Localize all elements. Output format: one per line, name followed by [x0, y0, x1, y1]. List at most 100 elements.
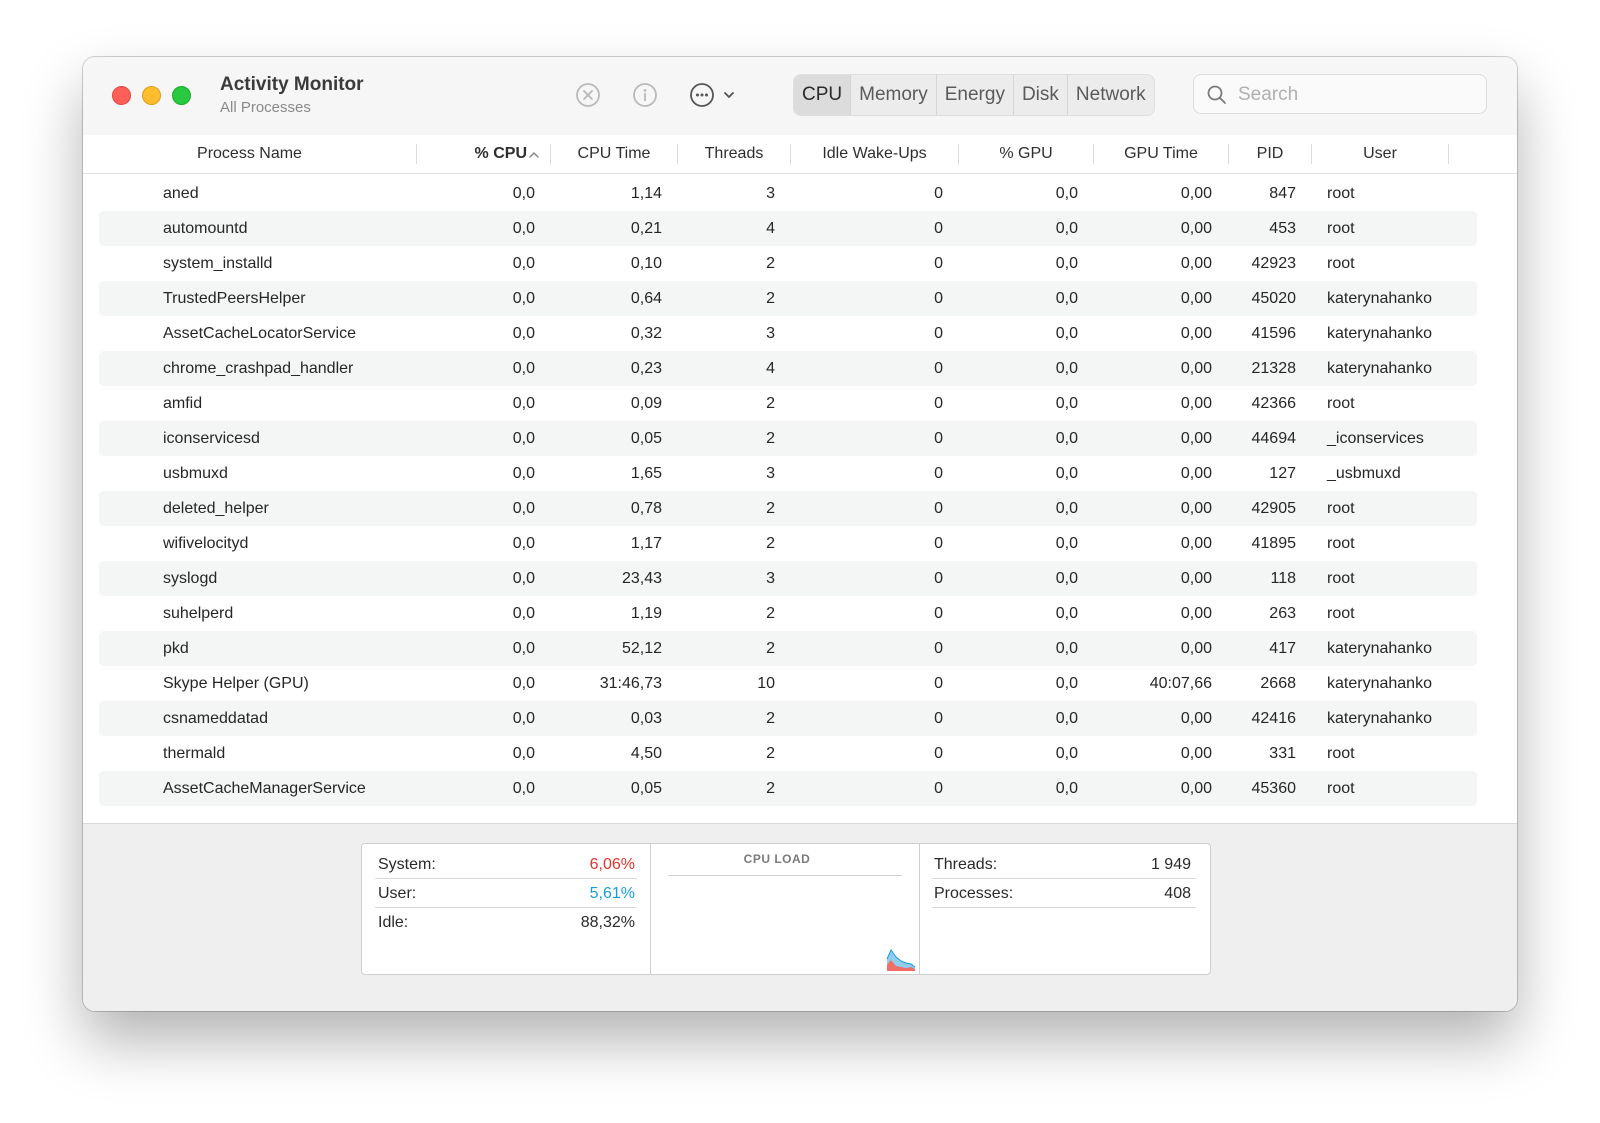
cell-process-name: syslogd — [163, 570, 218, 587]
cell-cpu-time: 0,23 — [630, 360, 662, 377]
cell-process-name: deleted_helper — [163, 500, 269, 517]
column-header-gpu[interactable]: % GPU — [999, 145, 1053, 162]
table-row[interactable]: csnameddatad 0,0 0,03 2 0 0,0 0,00 42416 kateryn… — [99, 701, 1477, 736]
column-divider[interactable] — [1228, 144, 1229, 164]
column-header-process-name[interactable]: Process Name — [197, 145, 302, 162]
stat-value-idle: 88,32% — [580, 914, 635, 931]
cell-cpu-time: 0,05 — [630, 430, 662, 447]
cell-pid: 847 — [1269, 185, 1296, 202]
column-header-cpu[interactable]: % CPU — [474, 145, 527, 162]
stat-processes: Processes: 408 — [934, 879, 1191, 908]
column-header-threads[interactable]: Threads — [704, 145, 764, 162]
table-header: Process Name % CPU CPU Time Threads Idle… — [83, 135, 1517, 174]
cell-cpu-percent: 0,0 — [512, 395, 535, 412]
column-header-cpu-time[interactable]: CPU Time — [577, 145, 651, 162]
column-divider[interactable] — [1093, 144, 1094, 164]
column-divider[interactable] — [958, 144, 959, 164]
table-row[interactable]: TrustedPeersHelper 0,0 0,64 2 0 0,0 0,00 45020 k… — [99, 281, 1477, 316]
cell-cpu-percent: 0,0 — [512, 220, 535, 237]
cell-gpu-percent: 0,0 — [1055, 465, 1078, 482]
table-row[interactable]: usbmuxd 0,0 1,65 3 0 0,0 0,00 127 _usbmuxd — [99, 456, 1477, 491]
cell-threads: 10 — [757, 675, 775, 692]
table-row[interactable]: syslogd 0,0 23,43 3 0 0,0 0,00 118 root — [99, 561, 1477, 596]
cell-cpu-percent: 0,0 — [512, 535, 535, 552]
tab-disk[interactable]: Disk — [1014, 75, 1068, 115]
stat-value-user: 5,61% — [589, 885, 635, 902]
cpu-load-baseline — [668, 875, 902, 876]
close-window-button[interactable] — [112, 86, 131, 105]
cell-threads: 2 — [766, 430, 775, 447]
table-row[interactable]: aned 0,0 1,14 3 0 0,0 0,00 847 root — [99, 176, 1477, 211]
table-row[interactable]: AssetCacheLocatorService 0,0 0,32 3 0 0,0 0,00… — [99, 316, 1477, 351]
column-header-idle-wake-ups[interactable]: Idle Wake-Ups — [822, 145, 927, 162]
stop-process-button[interactable] — [574, 81, 602, 109]
table-row[interactable]: iconservicesd 0,0 0,05 2 0 0,0 0,00 44694 _icons… — [99, 421, 1477, 456]
more-actions-button[interactable] — [689, 81, 745, 109]
tab-cpu[interactable]: CPU — [794, 75, 852, 115]
cell-threads: 3 — [766, 325, 775, 342]
cell-process-name: AssetCacheLocatorService — [163, 325, 356, 342]
column-divider[interactable] — [416, 144, 417, 164]
info-icon — [633, 83, 657, 107]
info-button[interactable] — [631, 81, 659, 109]
cell-user: root — [1327, 255, 1355, 272]
table-row[interactable]: deleted_helper 0,0 0,78 2 0 0,0 0,00 42905 root — [99, 491, 1477, 526]
cell-gpu-percent: 0,0 — [1055, 710, 1078, 727]
column-header-pid[interactable]: PID — [1256, 145, 1284, 162]
column-divider[interactable] — [677, 144, 678, 164]
cell-idle-wake-ups: 0 — [934, 500, 943, 517]
cell-cpu-percent: 0,0 — [512, 465, 535, 482]
cell-idle-wake-ups: 0 — [934, 430, 943, 447]
column-divider[interactable] — [550, 144, 551, 164]
cell-pid: 45360 — [1251, 780, 1297, 797]
tab-memory[interactable]: Memory — [851, 75, 937, 115]
table-row[interactable]: system_installd 0,0 0,10 2 0 0,0 0,00 42923 root — [99, 246, 1477, 281]
table-row[interactable]: wifivelocityd 0,0 1,17 2 0 0,0 0,00 41895 root — [99, 526, 1477, 561]
zoom-window-button[interactable] — [172, 86, 191, 105]
cell-pid: 417 — [1269, 640, 1296, 657]
cell-pid: 42416 — [1251, 710, 1297, 727]
table-row[interactable]: pkd 0,0 52,12 2 0 0,0 0,00 417 katerynahanko — [99, 631, 1477, 666]
table-row[interactable]: chrome_crashpad_handler 0,0 0,23 4 0 0,0 0,00 2… — [99, 351, 1477, 386]
tab-energy[interactable]: Energy — [937, 75, 1014, 115]
tab-network[interactable]: Network — [1075, 84, 1146, 105]
cell-gpu-percent: 0,0 — [1055, 745, 1078, 762]
cell-cpu-time: 0,64 — [630, 290, 662, 307]
cell-cpu-percent: 0,0 — [512, 185, 535, 202]
cell-gpu-time: 0,00 — [1180, 325, 1212, 342]
column-header-gpu-time[interactable]: GPU Time — [1124, 145, 1198, 162]
cell-pid: 127 — [1269, 465, 1296, 482]
cell-threads: 3 — [766, 570, 775, 587]
cell-threads: 4 — [766, 220, 775, 237]
table-row[interactable]: suhelperd 0,0 1,19 2 0 0,0 0,00 263 root — [99, 596, 1477, 631]
app-title: Activity Monitor — [220, 74, 364, 95]
cell-cpu-time: 0,78 — [630, 500, 662, 517]
cell-pid: 42366 — [1251, 395, 1297, 412]
cell-idle-wake-ups: 0 — [934, 465, 943, 482]
table-row[interactable]: AssetCacheManagerService 0,0 0,05 2 0 0,0 0,00… — [99, 771, 1477, 806]
cell-user: root — [1327, 780, 1355, 797]
column-divider[interactable] — [1448, 144, 1449, 164]
table-row[interactable]: amfid 0,0 0,09 2 0 0,0 0,00 42366 root — [99, 386, 1477, 421]
column-divider[interactable] — [1311, 144, 1312, 164]
table-row[interactable]: Skype Helper (GPU) 0,0 31:46,73 10 0 0,0 40:07… — [99, 666, 1477, 701]
minimize-window-button[interactable] — [142, 86, 161, 105]
table-row[interactable]: thermald 0,0 4,50 2 0 0,0 0,00 331 root — [99, 736, 1477, 771]
cell-pid: 41895 — [1251, 535, 1297, 552]
cell-user: root — [1327, 605, 1355, 622]
cell-user: katerynahanko — [1327, 325, 1432, 342]
cell-idle-wake-ups: 0 — [934, 395, 943, 412]
cell-pid: 453 — [1269, 220, 1296, 237]
cell-process-name: automountd — [163, 220, 248, 237]
cell-cpu-time: 52,12 — [621, 640, 662, 657]
table-row[interactable]: automountd 0,0 0,21 4 0 0,0 0,00 453 root — [99, 211, 1477, 246]
search-input[interactable] — [1236, 77, 1480, 113]
cell-cpu-percent: 0,0 — [512, 430, 535, 447]
column-divider[interactable] — [790, 144, 791, 164]
cell-pid: 263 — [1269, 605, 1296, 622]
column-header-user[interactable]: User — [1363, 145, 1397, 162]
cell-idle-wake-ups: 0 — [934, 710, 943, 727]
cell-process-name: Skype Helper (GPU) — [163, 675, 309, 692]
app-subtitle[interactable]: All Processes — [220, 99, 311, 116]
stat-label: Idle: — [378, 914, 409, 931]
